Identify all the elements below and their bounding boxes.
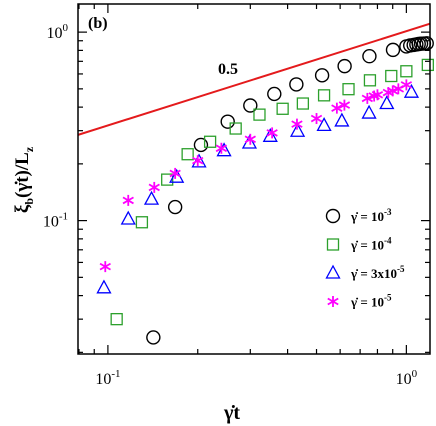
data-point-series-4 (215, 142, 228, 154)
data-point-series-1 (167, 199, 183, 215)
legend-marker-2 (326, 238, 340, 251)
data-point-series-2 (181, 148, 194, 161)
data-point-series-2 (400, 65, 413, 78)
legend-marker-3 (325, 264, 341, 279)
data-point-series-1 (243, 98, 258, 113)
data-point-series-4 (331, 102, 343, 114)
panel-label: (b) (88, 15, 108, 32)
data-point-series-2 (276, 102, 289, 115)
data-point-series-2 (363, 74, 377, 87)
legend-label-1: γ̇ = 10-3 (350, 207, 392, 224)
reference-line-label: 0.5 (218, 61, 238, 78)
data-point-series-4 (338, 99, 351, 111)
legend-marker-1 (325, 208, 341, 224)
data-point-series-2 (110, 313, 123, 326)
y-tick-label: 10-1 (43, 211, 68, 231)
tick-labels-group: 10-1 100 10-1 100 (43, 22, 418, 388)
data-point-series-2 (317, 89, 331, 102)
data-point-series-2 (203, 135, 217, 148)
data-point-series-4 (400, 79, 413, 91)
data-point-series-3 (143, 190, 160, 205)
data-point-series-3 (289, 122, 306, 137)
data-point-series-3 (96, 279, 112, 294)
data-point-series-4 (122, 194, 134, 206)
data-point-series-2 (421, 58, 434, 72)
data-point-series-4 (361, 92, 374, 104)
data-point-series-2 (296, 97, 310, 110)
data-point-series-4 (169, 167, 181, 179)
data-point-series-2 (161, 173, 174, 186)
data-point-series-1 (362, 49, 377, 64)
axis-ticks-group (78, 4, 430, 354)
data-point-series-3 (334, 112, 350, 127)
x-tick-label: 100 (396, 368, 418, 388)
legend-label-4: γ̇ = 10-5 (350, 293, 392, 310)
data-point-series-3 (120, 210, 136, 225)
reference-line (77, 22, 431, 136)
data-point-series-2 (342, 83, 355, 96)
data-point-series-1 (220, 114, 235, 129)
data-point-series-3 (403, 83, 420, 98)
data-point-series-4 (148, 181, 160, 193)
data-point-series-2 (385, 69, 398, 83)
x-tick-label: 10-1 (95, 368, 120, 388)
data-point-series-3 (361, 104, 377, 119)
data-point-series-4 (244, 133, 256, 145)
data-point-series-1 (337, 58, 352, 74)
data-point-series-2 (135, 216, 149, 229)
data-point-series-4 (387, 85, 399, 97)
legend: γ̇ = 10-3 γ̇ = 10-4 γ̇ = 3x10-5 γ̇ = 10-5 (325, 207, 405, 310)
data-markers-group (96, 36, 434, 345)
data-point-series-1 (146, 330, 161, 345)
legend-label-3: γ̇ = 3x10-5 (350, 264, 405, 281)
data-point-series-1 (267, 86, 282, 102)
legend-label-2: γ̇ = 10-4 (350, 236, 392, 253)
y-tick-label: 100 (47, 22, 69, 42)
data-point-series-1 (289, 77, 304, 92)
data-point-series-4 (99, 261, 111, 273)
reference-line-group (77, 22, 431, 136)
data-point-series-3 (316, 117, 332, 132)
data-point-series-1 (314, 68, 330, 83)
data-point-series-1 (385, 42, 401, 58)
legend-marker-4 (327, 296, 339, 307)
data-point-series-4 (291, 118, 303, 130)
x-axis-label: γ̇t (223, 402, 240, 424)
data-point-series-4 (266, 127, 278, 139)
data-point-series-4 (371, 89, 384, 101)
data-point-series-4 (192, 155, 204, 167)
data-point-series-2 (253, 108, 266, 121)
plot-frame (77, 3, 431, 355)
data-point-series-2 (229, 122, 242, 135)
data-point-series-3 (379, 95, 395, 110)
y-axis-label: ξb(γ̇t)/Lz (12, 146, 36, 213)
data-point-series-4 (310, 113, 323, 125)
data-point-series-1 (193, 137, 209, 153)
